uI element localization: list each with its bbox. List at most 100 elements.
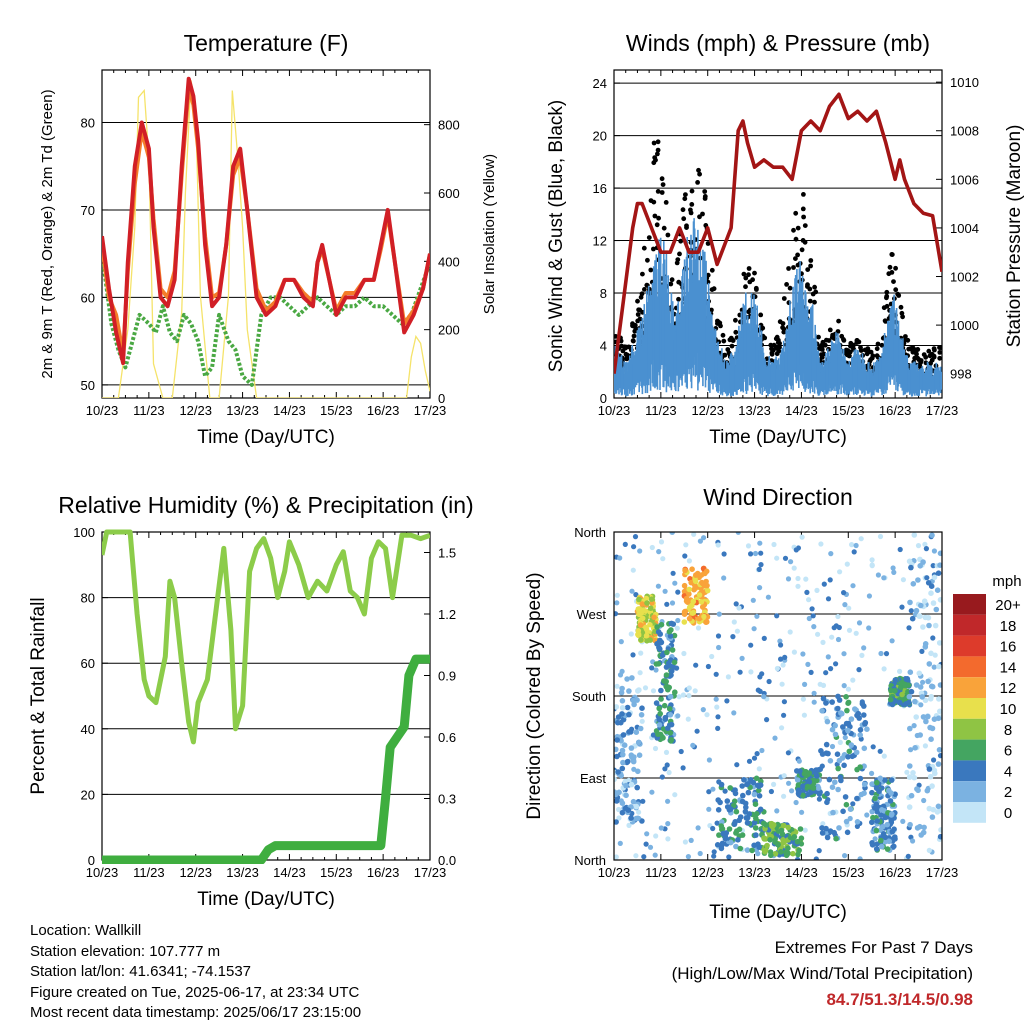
direction-point [620, 759, 626, 766]
y2-tick-label: 0 [438, 391, 445, 406]
direction-point [739, 655, 745, 662]
direction-point [655, 629, 662, 635]
direction-point [918, 832, 924, 838]
x-tick-label: 12/23 [691, 403, 724, 418]
y2-tick-label: 1.2 [438, 607, 456, 622]
direction-point [639, 718, 645, 724]
direction-point [864, 726, 870, 732]
direction-point [906, 804, 913, 810]
direction-point [925, 678, 931, 685]
direction-point [757, 585, 763, 591]
direction-point [845, 700, 851, 706]
direction-point [809, 606, 815, 612]
direction-point [618, 639, 624, 645]
direction-point [754, 782, 761, 789]
direction-point [913, 607, 920, 614]
direction-point [674, 625, 680, 631]
direction-point [800, 696, 807, 702]
direction-point [635, 768, 641, 775]
direction-point [892, 688, 898, 694]
direction-point [626, 729, 632, 735]
direction-point [823, 741, 830, 748]
direction-point [917, 684, 924, 690]
chart-title: Wind Direction [703, 484, 853, 510]
gust-point [741, 271, 747, 277]
direction-point [861, 712, 867, 718]
direction-point [913, 714, 919, 720]
gust-point [668, 281, 674, 287]
direction-point [841, 683, 847, 689]
direction-point [795, 575, 801, 582]
gust-point [680, 207, 686, 213]
gust-point [689, 188, 695, 194]
direction-point [824, 799, 830, 806]
direction-point [656, 639, 663, 646]
gust-point [886, 271, 892, 277]
direction-point [928, 650, 934, 657]
y2-tick-label: 1.5 [438, 546, 456, 561]
direction-point [857, 732, 863, 738]
gust-point [836, 318, 841, 324]
gust-point [905, 337, 911, 343]
direction-point [897, 546, 903, 553]
direction-point [653, 833, 659, 839]
direction-point [681, 611, 688, 617]
direction-point [740, 792, 746, 799]
direction-point [936, 663, 942, 670]
direction-point [816, 848, 822, 854]
direction-point [879, 843, 885, 850]
direction-point [636, 752, 643, 758]
direction-point [888, 777, 895, 783]
direction-point [925, 713, 931, 720]
direction-point [737, 845, 744, 852]
direction-point [881, 575, 887, 581]
direction-point [921, 598, 928, 604]
direction-point [888, 687, 894, 694]
gust-point [869, 355, 875, 361]
direction-point [766, 678, 772, 685]
direction-point [763, 847, 769, 853]
direction-point [658, 696, 664, 702]
gust-point [746, 309, 752, 315]
direction-point [872, 836, 878, 842]
direction-point [667, 730, 674, 736]
direction-point [716, 611, 722, 617]
direction-point [775, 841, 781, 848]
direction-point [655, 583, 662, 589]
direction-point [716, 832, 722, 838]
gust-point [774, 351, 780, 357]
y2-tick-label: 0.6 [438, 730, 456, 745]
direction-point [869, 789, 875, 796]
direction-point [767, 837, 773, 843]
x-tick-label: 13/23 [738, 865, 771, 880]
direction-point [711, 853, 717, 859]
direction-point [770, 822, 777, 828]
direction-point [930, 806, 937, 813]
direction-point [647, 844, 654, 850]
direction-point [726, 854, 732, 860]
direction-point [882, 777, 888, 783]
x-tick-label: 11/23 [645, 865, 677, 880]
direction-point [660, 556, 666, 562]
x-tick-label: 11/23 [133, 403, 165, 418]
direction-point [662, 588, 668, 594]
direction-point [932, 770, 938, 777]
direction-point [843, 694, 849, 700]
direction-point [771, 781, 777, 788]
direction-point [704, 712, 710, 718]
gust-point [620, 348, 626, 354]
direction-point [925, 580, 932, 586]
direction-point [667, 693, 674, 700]
direction-point [697, 538, 704, 544]
direction-point [811, 699, 817, 705]
direction-point [915, 787, 921, 794]
direction-point [726, 826, 733, 832]
direction-point [647, 621, 653, 628]
gust-point [868, 349, 874, 355]
direction-point [763, 822, 769, 828]
direction-point [649, 789, 655, 795]
gust-point [855, 339, 861, 345]
direction-point [928, 736, 934, 742]
gust-point [813, 289, 819, 295]
direction-point [688, 837, 694, 844]
